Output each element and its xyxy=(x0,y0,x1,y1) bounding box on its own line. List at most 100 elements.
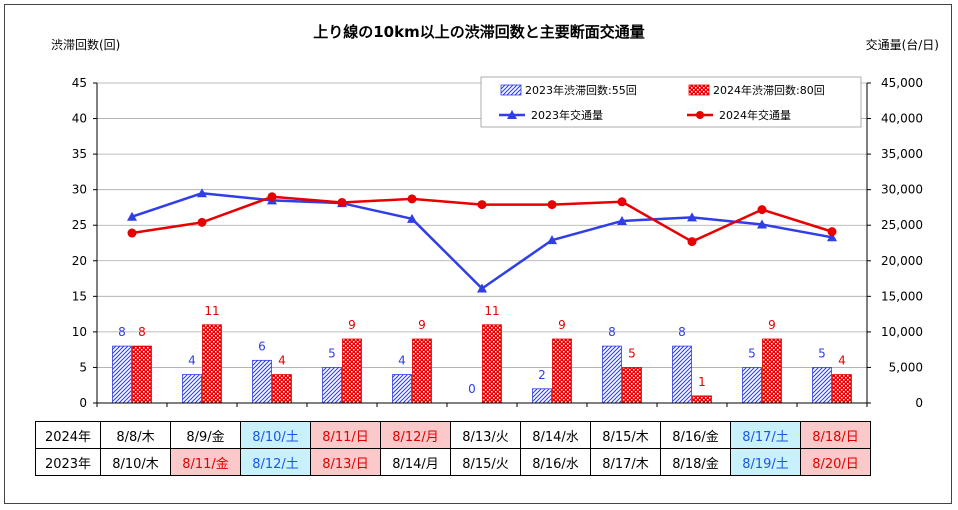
bar-2024 xyxy=(692,395,712,404)
bar-2023-value-label: 2 xyxy=(538,368,546,382)
date-cell: 8/8/木 xyxy=(100,421,171,449)
bar-2023 xyxy=(742,367,762,404)
traffic-2024-point xyxy=(127,228,137,238)
bar-2024-value-label: 9 xyxy=(558,318,566,332)
bar-2024 xyxy=(132,345,152,404)
legend-label-line2024: 2024年交通量 xyxy=(719,108,791,122)
row-header-2023: 2023年 xyxy=(35,448,101,476)
legend-label-bar2023: 2023年渋滞回数:55回 xyxy=(525,83,637,97)
y-axis-right-label: 交通量(台/日) xyxy=(866,37,939,52)
legend-box xyxy=(480,76,862,128)
y-left-tick-label: 10 xyxy=(72,325,87,339)
bar-2024 xyxy=(272,374,292,404)
row-header-2024: 2024年 xyxy=(35,421,101,449)
bar-2023 xyxy=(602,345,622,404)
traffic-2023-point xyxy=(197,188,207,198)
bar-2023 xyxy=(182,374,202,404)
date-cell: 8/12/土 xyxy=(240,448,311,476)
bar-2024-value-label: 1 xyxy=(698,375,706,389)
bar-2023-value-label: 5 xyxy=(748,346,756,360)
y-right-tick-label: 25,000 xyxy=(881,218,923,232)
date-table: 2024年 8/8/木 8/9/金 8/10/土 8/11/日 8/12/月 8… xyxy=(35,421,871,476)
bar-2024-value-label: 11 xyxy=(484,304,499,318)
bar-2023-value-label: 4 xyxy=(188,354,196,368)
date-row-2023: 2023年 8/10/木 8/11/金 8/12/土 8/13/日 8/14/月… xyxy=(35,448,871,476)
traffic-2024-point xyxy=(477,200,487,210)
bar-2024 xyxy=(762,338,782,404)
chart: 上り線の10km以上の渋滞回数と主要断面交通量 渋滞回数(回) 交通量(台/日)… xyxy=(51,23,939,410)
date-cell: 8/19/土 xyxy=(730,448,801,476)
y-left-tick-label: 35 xyxy=(72,147,87,161)
bar-2024-value-label: 4 xyxy=(838,354,846,368)
bar-2024 xyxy=(482,324,502,404)
chart-title: 上り線の10km以上の渋滞回数と主要断面交通量 xyxy=(313,23,644,41)
bar-2024 xyxy=(412,338,432,404)
bar-2023 xyxy=(392,374,412,404)
bar-2023 xyxy=(532,388,552,404)
bar-2024-value-label: 9 xyxy=(348,318,356,332)
y-right-tick-label: 0 xyxy=(915,396,923,410)
traffic-2024-point xyxy=(407,194,417,204)
chart-frame: 上り線の10km以上の渋滞回数と主要断面交通量 渋滞回数(回) 交通量(台/日)… xyxy=(4,4,952,504)
legend: 2023年渋滞回数:55回 2024年渋滞回数:80回 2023年交通量 202… xyxy=(480,76,862,128)
bar-2024-value-label: 8 xyxy=(138,325,146,339)
date-cell: 8/15/木 xyxy=(590,421,661,449)
bar-2024-value-label: 9 xyxy=(418,318,426,332)
traffic-2023-point xyxy=(617,215,627,225)
date-cell: 8/13/日 xyxy=(310,448,381,476)
y-axis-left-label: 渋滞回数(回) xyxy=(51,37,120,52)
traffic-2024-point xyxy=(687,237,697,247)
legend-marker-line2024 xyxy=(696,111,704,119)
bar-2023-value-label: 8 xyxy=(678,325,686,339)
traffic-2023-point xyxy=(547,235,557,245)
y-left-tick-label: 40 xyxy=(72,112,87,126)
date-cell: 8/14/月 xyxy=(380,448,451,476)
date-cell: 8/18/日 xyxy=(800,421,871,449)
y-right-tick-label: 5,000 xyxy=(889,360,923,374)
traffic-2023-point xyxy=(827,232,837,242)
bar-2024 xyxy=(622,367,642,404)
y-left-tick-label: 0 xyxy=(79,396,87,410)
y-right-tick-label: 45,000 xyxy=(881,76,923,90)
bar-2023 xyxy=(672,345,692,404)
y-left-tick-label: 45 xyxy=(72,76,87,90)
legend-label-bar2024: 2024年渋滞回数:80回 xyxy=(713,83,825,97)
y-right-tick-label: 10,000 xyxy=(881,325,923,339)
date-cell: 8/15/火 xyxy=(450,448,521,476)
bar-2024-value-label: 11 xyxy=(204,304,219,318)
bar-2023 xyxy=(322,367,342,404)
bar-2024-value-label: 4 xyxy=(278,354,286,368)
bar-2023-value-label: 0 xyxy=(468,382,476,396)
y-right-tick-label: 40,000 xyxy=(881,112,923,126)
date-cell: 8/17/土 xyxy=(730,421,801,449)
date-cell: 8/9/金 xyxy=(170,421,241,449)
legend-marker-line2023 xyxy=(507,110,517,119)
traffic-2023-point xyxy=(757,219,767,229)
bar-2023-value-label: 5 xyxy=(328,346,336,360)
bar-2024 xyxy=(552,338,572,404)
date-cell: 8/10/土 xyxy=(240,421,311,449)
legend-swatch-bar2024 xyxy=(688,84,710,96)
date-cell: 8/17/木 xyxy=(590,448,661,476)
date-cell: 8/12/月 xyxy=(380,421,451,449)
traffic-2024-point xyxy=(337,197,347,207)
legend-label-line2023: 2023年交通量 xyxy=(531,108,603,122)
traffic-2024-point xyxy=(827,227,837,237)
traffic-2024-point xyxy=(547,200,557,210)
y-right-tick-label: 20,000 xyxy=(881,254,923,268)
date-cell: 8/20/日 xyxy=(800,448,871,476)
y-left-tick-label: 15 xyxy=(72,289,87,303)
traffic-2024-point xyxy=(267,192,277,202)
y-left-tick-label: 20 xyxy=(72,254,87,268)
traffic-2023-point xyxy=(687,212,697,222)
date-cell: 8/11/日 xyxy=(310,421,381,449)
traffic-2023-point xyxy=(127,211,137,221)
bar-2023-value-label: 5 xyxy=(818,346,826,360)
y-right-tick-label: 30,000 xyxy=(881,183,923,197)
y-left-tick-label: 25 xyxy=(72,218,87,232)
bar-2023 xyxy=(252,359,272,404)
date-cell: 8/11/金 xyxy=(170,448,241,476)
date-cell: 8/16/水 xyxy=(520,448,591,476)
